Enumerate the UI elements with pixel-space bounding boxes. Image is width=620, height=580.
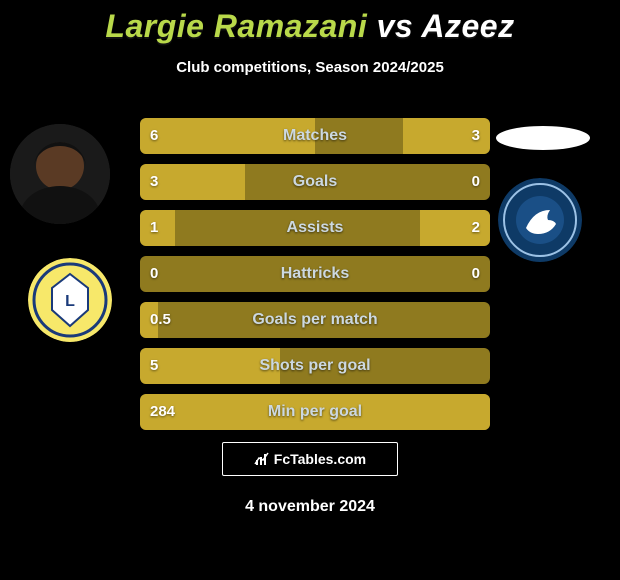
stat-value-left: 284 — [140, 394, 185, 430]
stat-label: Goals per match — [140, 302, 490, 338]
stat-label: Hattricks — [140, 256, 490, 292]
comparison-infographic: Largie Ramazani vs Azeez Club competitio… — [0, 0, 620, 580]
date: 4 november 2024 — [0, 498, 620, 516]
player2-name: Azeez — [421, 8, 514, 44]
player1-name: Largie Ramazani — [105, 8, 367, 44]
brand-text: FcTables.com — [274, 451, 366, 467]
player1-crest-leeds: L — [28, 258, 112, 342]
player2-crest-millwall — [498, 178, 582, 262]
stat-row: 0 0Hattricks — [140, 256, 490, 292]
svg-text:L: L — [65, 293, 75, 310]
subtitle: Club competitions, Season 2024/2025 — [0, 59, 620, 76]
stat-row: 12Assists — [140, 210, 490, 246]
stat-value-right: 3 — [462, 118, 490, 154]
stat-value-left: 1 — [140, 210, 168, 246]
title: Largie Ramazani vs Azeez — [0, 0, 620, 45]
stat-value-left: 3 — [140, 164, 168, 200]
player1-photo — [10, 124, 110, 224]
stat-value-left: 6 — [140, 118, 168, 154]
stats-chart: 63Matches30Goals12Assists00Hattricks0.5G… — [140, 118, 490, 440]
source-brand: FcTables.com — [222, 442, 398, 476]
stat-value-left: 0 — [140, 256, 168, 292]
stat-value-left: 0.5 — [140, 302, 181, 338]
stat-value-left: 5 — [140, 348, 168, 384]
stat-value-right: 0 — [462, 256, 490, 292]
stat-value-right: 2 — [462, 210, 490, 246]
stat-row: 30Goals — [140, 164, 490, 200]
stat-row: 0.5Goals per match — [140, 302, 490, 338]
player2-photo-placeholder — [496, 126, 590, 150]
stat-row: 63Matches — [140, 118, 490, 154]
title-vs: vs — [367, 8, 421, 44]
stat-row: 5Shots per goal — [140, 348, 490, 384]
stat-row: 284Min per goal — [140, 394, 490, 430]
chart-icon — [254, 451, 270, 467]
stat-value-right: 0 — [462, 164, 490, 200]
stat-row-fill-left — [140, 394, 490, 430]
